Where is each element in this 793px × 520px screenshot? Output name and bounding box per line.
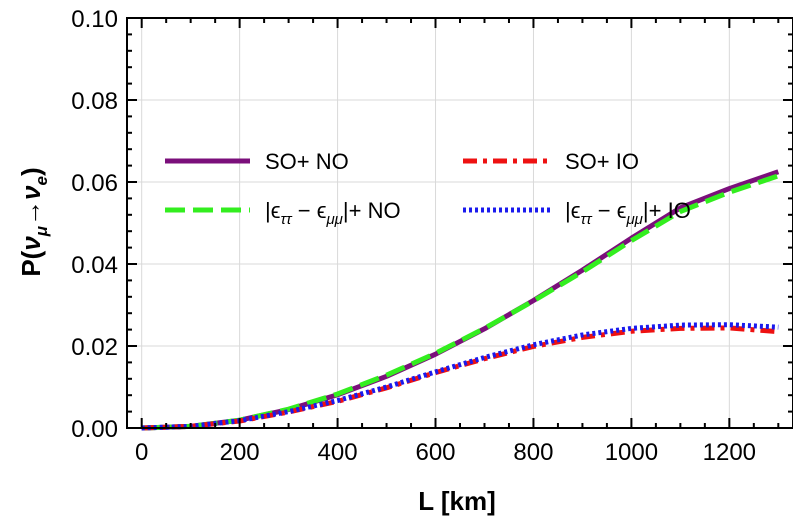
legend-label: |ϵττ − ϵμμ|+ NO (265, 198, 401, 228)
legend-item-3: |ϵττ − ϵμμ|+ IO (463, 198, 691, 228)
y-tick-label: 0.02 (71, 334, 118, 361)
legend-item-1: SO+ IO (463, 149, 639, 174)
x-tick-label: 1200 (703, 439, 756, 466)
y-axis-title-sub-e: e (32, 176, 51, 185)
x-tick-label: 1000 (605, 439, 658, 466)
y-tick-label: 0.08 (71, 88, 118, 115)
y-axis-title-suffix: ) (16, 167, 46, 176)
x-tick-label: 600 (415, 439, 455, 466)
y-tick-label: 0.10 (71, 6, 118, 33)
x-tick-label: 200 (220, 439, 260, 466)
y-tick-label: 0.06 (71, 170, 118, 197)
x-tick-label: 0 (135, 439, 148, 466)
y-axis-title-nu: ν (16, 236, 46, 251)
y-tick-label: 0.00 (71, 416, 118, 443)
x-tick-label: 800 (513, 439, 553, 466)
x-tick-label: 400 (318, 439, 358, 466)
y-axis-title: P(νμ→νe) (16, 167, 51, 276)
axis-ticks: 0 200 400 600 800 1000 1200 0.00 0.02 0.04 0.06 0.0… (71, 6, 793, 466)
series-line-1 (141, 173, 780, 431)
y-axis-title-prefix: P( (16, 250, 46, 276)
series-line-3 (141, 322, 779, 431)
legend-label: |ϵττ − ϵμμ|+ IO (565, 198, 691, 228)
series-lines (141, 169, 780, 431)
legend: SO+ NO SO+ IO |ϵττ − ϵμμ|+ NO |ϵττ − ϵμμ|+ … (165, 149, 691, 228)
series-line-2 (141, 325, 779, 431)
legend-item-0: SO+ NO (165, 149, 349, 174)
legend-item-2: |ϵττ − ϵμμ|+ NO (165, 198, 401, 228)
y-axis-title-nu-e: ν (16, 185, 46, 200)
series-line-0 (141, 169, 780, 431)
x-axis-title: L [km] (418, 486, 496, 516)
legend-label: SO+ NO (265, 149, 349, 174)
y-tick-label: 0.04 (71, 252, 118, 279)
legend-label: SO+ IO (565, 149, 639, 174)
y-axis-title-arrow: → (16, 200, 46, 226)
y-axis-title-sub-mu: μ (32, 225, 51, 237)
